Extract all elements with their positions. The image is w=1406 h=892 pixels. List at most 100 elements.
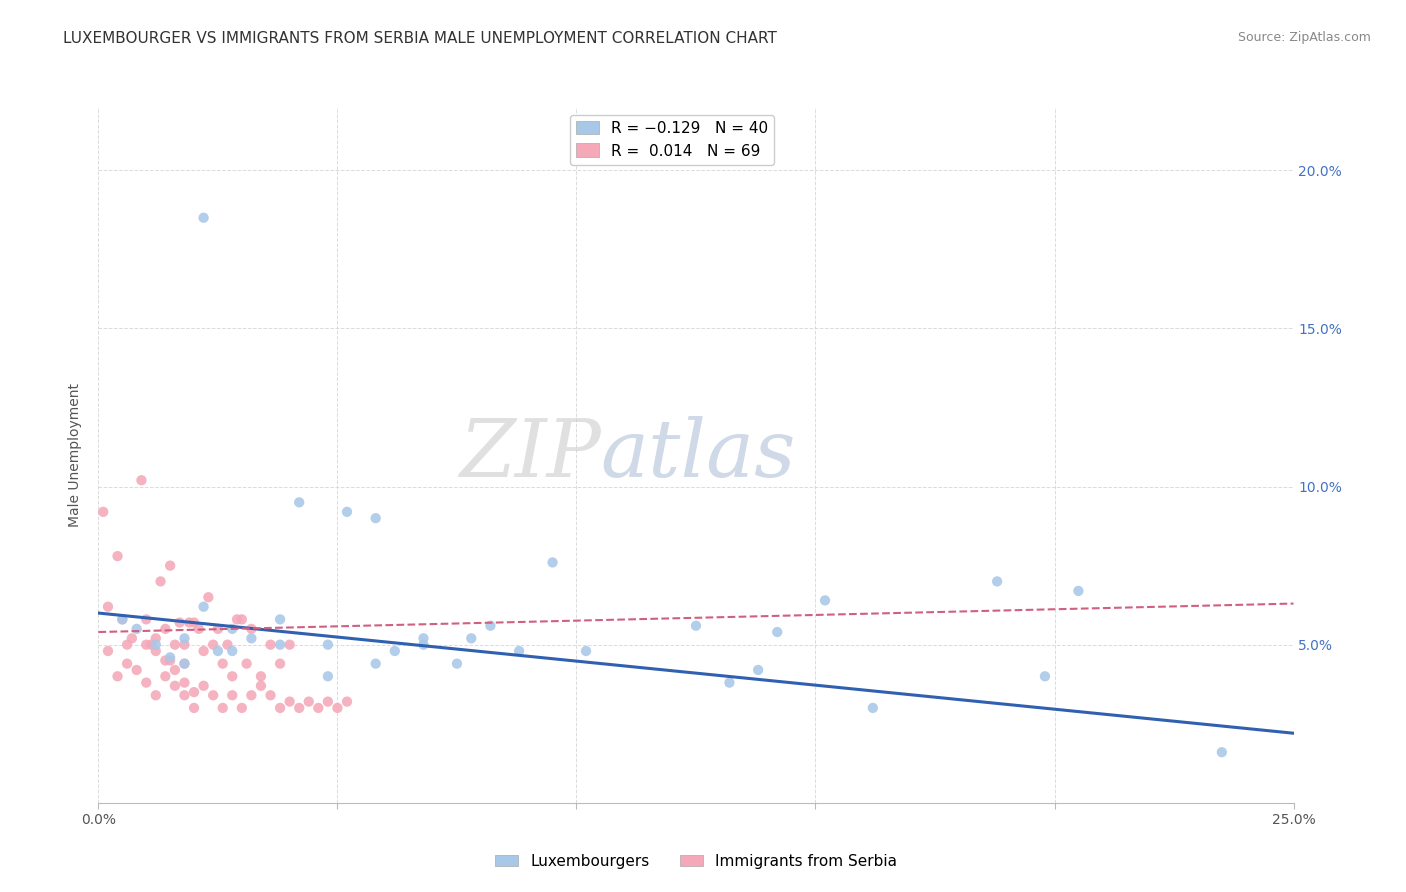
Point <box>269 657 291 671</box>
Point <box>135 612 157 626</box>
Point <box>541 556 564 570</box>
Point <box>288 495 311 509</box>
Point <box>288 701 311 715</box>
Point <box>766 625 789 640</box>
Point <box>125 622 148 636</box>
Point <box>364 657 387 671</box>
Point <box>862 701 884 715</box>
Point <box>250 679 273 693</box>
Point <box>159 558 181 573</box>
Point <box>145 638 167 652</box>
Point <box>159 650 181 665</box>
Legend: Luxembourgers, Immigrants from Serbia: Luxembourgers, Immigrants from Serbia <box>489 848 903 875</box>
Point <box>221 622 243 636</box>
Point <box>135 675 157 690</box>
Point <box>235 657 257 671</box>
Point <box>115 638 138 652</box>
Point <box>207 644 229 658</box>
Point <box>155 669 177 683</box>
Point <box>97 599 120 614</box>
Point <box>125 663 148 677</box>
Point <box>278 695 301 709</box>
Point <box>221 669 243 683</box>
Point <box>193 211 215 225</box>
Point <box>221 688 243 702</box>
Point <box>412 638 434 652</box>
Point <box>718 675 741 690</box>
Point <box>121 632 143 646</box>
Point <box>226 612 249 626</box>
Point <box>173 675 195 690</box>
Point <box>211 657 233 671</box>
Point <box>1211 745 1233 759</box>
Point <box>259 688 281 702</box>
Point <box>269 612 291 626</box>
Point <box>169 615 191 630</box>
Point <box>173 657 195 671</box>
Point <box>193 644 215 658</box>
Point <box>173 638 195 652</box>
Point <box>221 644 243 658</box>
Point <box>278 638 301 652</box>
Point <box>202 638 225 652</box>
Point <box>115 657 138 671</box>
Point <box>145 632 167 646</box>
Point <box>316 638 339 652</box>
Point <box>173 657 195 671</box>
Point <box>231 701 253 715</box>
Point <box>163 679 186 693</box>
Point <box>193 679 215 693</box>
Point <box>1067 583 1090 598</box>
Point <box>316 669 339 683</box>
Point <box>159 653 181 667</box>
Point <box>364 511 387 525</box>
Point <box>259 638 281 652</box>
Point <box>202 688 225 702</box>
Point <box>179 615 201 630</box>
Point <box>250 669 273 683</box>
Point <box>685 618 707 632</box>
Point <box>326 701 349 715</box>
Text: Source: ZipAtlas.com: Source: ZipAtlas.com <box>1237 31 1371 45</box>
Point <box>336 505 359 519</box>
Point <box>111 612 134 626</box>
Point <box>307 701 329 715</box>
Point <box>197 591 219 605</box>
Point <box>145 644 167 658</box>
Point <box>240 622 263 636</box>
Point <box>269 701 291 715</box>
Point <box>173 688 195 702</box>
Point <box>412 632 434 646</box>
Point <box>183 615 205 630</box>
Point <box>986 574 1008 589</box>
Point <box>107 669 129 683</box>
Point <box>384 644 406 658</box>
Point <box>173 632 195 646</box>
Point <box>135 638 157 652</box>
Point <box>217 638 239 652</box>
Point <box>155 622 177 636</box>
Point <box>97 644 120 658</box>
Point <box>193 599 215 614</box>
Point <box>145 688 167 702</box>
Point <box>336 695 359 709</box>
Point <box>91 505 114 519</box>
Point <box>460 632 482 646</box>
Text: atlas: atlas <box>600 417 796 493</box>
Point <box>187 622 209 636</box>
Point <box>508 644 530 658</box>
Point <box>240 632 263 646</box>
Point <box>155 653 177 667</box>
Point <box>575 644 598 658</box>
Text: LUXEMBOURGER VS IMMIGRANTS FROM SERBIA MALE UNEMPLOYMENT CORRELATION CHART: LUXEMBOURGER VS IMMIGRANTS FROM SERBIA M… <box>63 31 778 46</box>
Point <box>207 622 229 636</box>
Point <box>1033 669 1056 683</box>
Point <box>111 612 134 626</box>
Point <box>149 574 172 589</box>
Point <box>446 657 468 671</box>
Point <box>131 473 153 487</box>
Point <box>183 701 205 715</box>
Point <box>298 695 321 709</box>
Point <box>107 549 129 563</box>
Point <box>139 638 162 652</box>
